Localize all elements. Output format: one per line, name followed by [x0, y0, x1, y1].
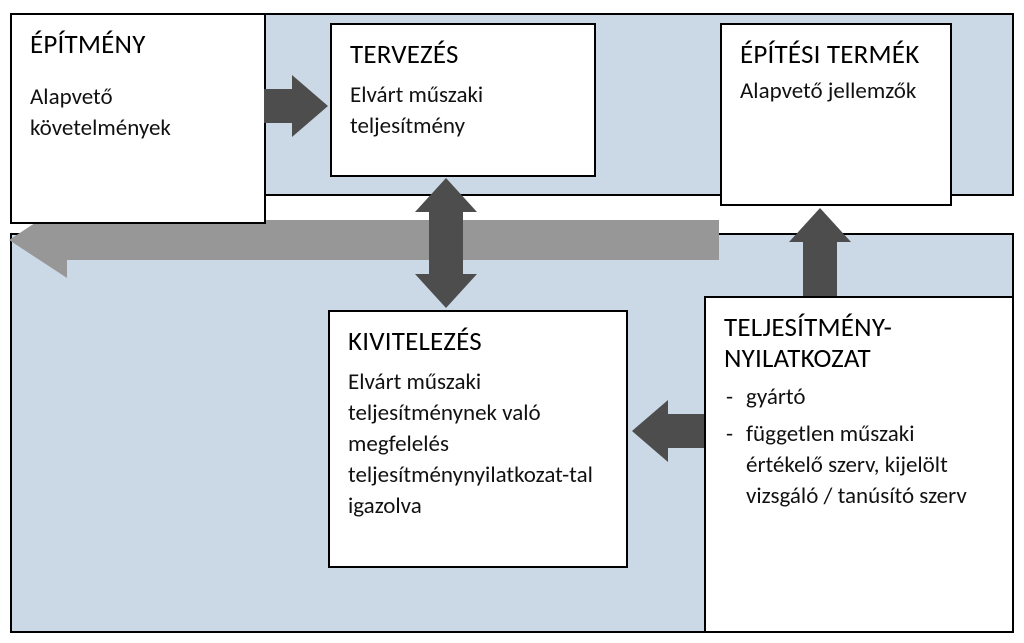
- diagram-stage: ÉPÍTMÉNY Alapvető követelmények TERVEZÉS…: [0, 0, 1024, 643]
- node-epitmeny-body: Alapvető követelmények: [30, 82, 248, 144]
- node-tervezes-body: Elvárt műszaki teljesítmény: [350, 80, 578, 142]
- node-epitmeny: ÉPÍTMÉNY Alapvető követelmények: [10, 13, 266, 224]
- node-kivitelezes-title: KIVITELEZÉS: [348, 326, 610, 357]
- arrow-tervezes-kivitelezes-double: [415, 178, 477, 308]
- node-teljesitmeny-nyilatkozat: TELJESÍTMÉNY-NYILATKOZAT gyártó független…: [704, 296, 1014, 633]
- node-tervezes-title: TERVEZÉS: [350, 39, 578, 70]
- node-teljesitmeny-body: gyártó független műszaki értékelő szerv, …: [724, 382, 996, 512]
- node-epitesi-title: ÉPÍTÉSI TERMÉK: [740, 39, 934, 70]
- arrow-teljesitmeny-to-kivitelezes: [632, 400, 704, 462]
- node-teljesitmeny-list: gyártó független műszaki értékelő szerv, …: [724, 382, 996, 512]
- node-teljesitmeny-title: TELJESÍTMÉNY-NYILATKOZAT: [724, 312, 996, 374]
- node-teljesitmeny-list-item: független műszaki értékelő szerv, kijelö…: [746, 419, 996, 512]
- node-teljesitmeny-list-item: gyártó: [746, 382, 996, 413]
- arrow-epitmeny-to-tervezes: [264, 75, 328, 137]
- node-epitmeny-title: ÉPÍTMÉNY: [30, 29, 248, 60]
- node-kivitelezes-body: Elvárt műszaki teljesítménynek való megf…: [348, 367, 610, 522]
- node-tervezes: TERVEZÉS Elvárt műszaki teljesítmény: [330, 23, 596, 177]
- node-epitesi-termek: ÉPÍTÉSI TERMÉK Alapvető jellemzők: [720, 23, 952, 206]
- node-epitesi-body: Alapvető jellemzők: [740, 76, 934, 107]
- arrow-teljesitmeny-to-epitesi: [789, 208, 851, 296]
- node-kivitelezes: KIVITELEZÉS Elvárt műszaki teljesítményn…: [328, 310, 628, 568]
